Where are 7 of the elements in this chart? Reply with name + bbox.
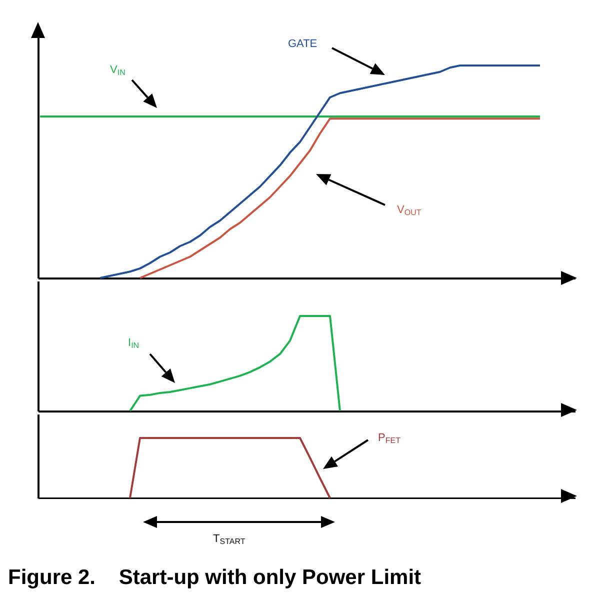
text: P$_{FET}$ bbox=[378, 432, 400, 445]
text: Figure 2. Start-up with only Power Limit bbox=[8, 566, 422, 590]
text: T$_{START}$ bbox=[213, 533, 246, 546]
text: I$_{IN}$ bbox=[128, 337, 140, 350]
text: V$_{IN}$ bbox=[110, 64, 126, 77]
text: GATE bbox=[288, 38, 318, 50]
text: V$_{OUT}$ bbox=[397, 204, 422, 217]
